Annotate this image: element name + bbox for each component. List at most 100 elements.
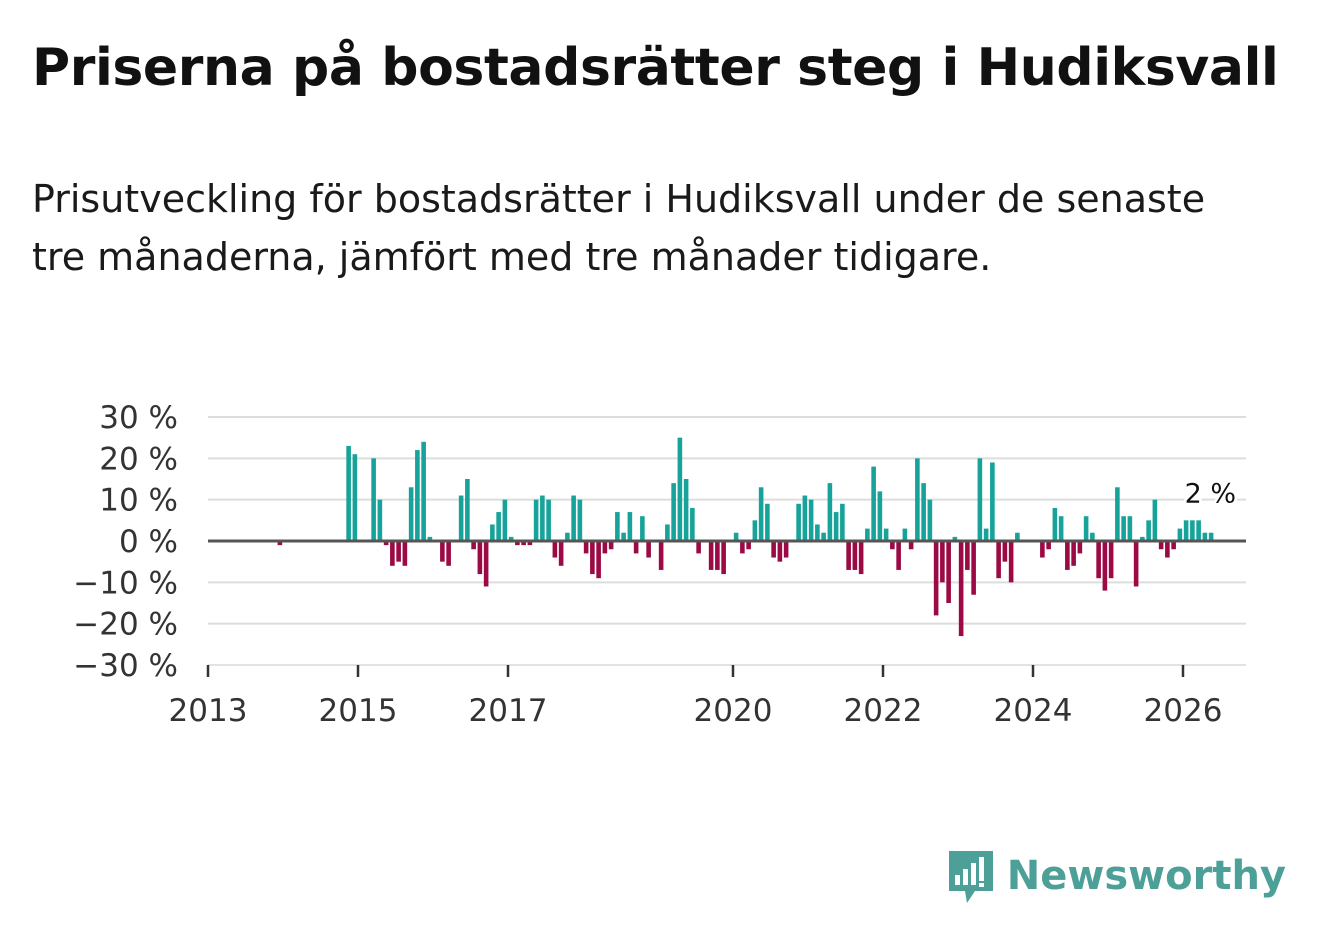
bar bbox=[921, 483, 926, 541]
bar bbox=[871, 466, 876, 541]
bar bbox=[858, 541, 864, 575]
bar bbox=[708, 541, 714, 570]
bar bbox=[483, 541, 489, 587]
bar bbox=[383, 541, 389, 546]
y-tick-label: 30 % bbox=[99, 400, 178, 436]
bar bbox=[690, 507, 695, 541]
bar bbox=[1071, 541, 1076, 566]
bar bbox=[633, 541, 639, 554]
bar bbox=[983, 528, 989, 541]
bar bbox=[533, 499, 539, 541]
bar bbox=[1196, 520, 1201, 541]
bar bbox=[477, 541, 483, 575]
bar bbox=[815, 524, 820, 541]
bar bbox=[877, 491, 883, 541]
bar bbox=[1083, 516, 1089, 541]
y-tick-label: −30 % bbox=[73, 648, 178, 684]
bar bbox=[1183, 520, 1189, 541]
bar bbox=[471, 541, 476, 550]
bar bbox=[577, 499, 583, 541]
bar bbox=[521, 541, 526, 546]
bar bbox=[971, 541, 976, 595]
bar bbox=[390, 541, 395, 566]
x-tick-label: 2026 bbox=[1144, 693, 1223, 729]
bar bbox=[1108, 541, 1114, 579]
bar bbox=[515, 541, 520, 546]
bar bbox=[621, 532, 626, 541]
bar bbox=[1002, 541, 1008, 562]
newsworthy-brand[interactable]: Newsworthy bbox=[945, 847, 1286, 905]
bar bbox=[1090, 532, 1095, 541]
bar bbox=[402, 541, 408, 566]
bar bbox=[590, 541, 595, 575]
bar bbox=[352, 454, 358, 541]
bar bbox=[908, 541, 914, 550]
bar bbox=[927, 499, 933, 541]
bar bbox=[840, 503, 845, 541]
x-tick-label: 2013 bbox=[169, 693, 248, 729]
bar bbox=[933, 541, 939, 616]
y-tick-label: −20 % bbox=[73, 607, 178, 643]
bar bbox=[946, 541, 951, 603]
bar bbox=[583, 541, 589, 554]
bar bbox=[808, 499, 814, 541]
bar bbox=[615, 512, 620, 541]
bar bbox=[496, 512, 501, 541]
bar bbox=[783, 541, 789, 558]
bar bbox=[552, 541, 558, 558]
bar bbox=[940, 541, 945, 583]
bar bbox=[527, 541, 533, 546]
bar bbox=[765, 503, 770, 541]
bar bbox=[915, 458, 920, 541]
bar bbox=[683, 479, 689, 541]
bar bbox=[658, 541, 664, 570]
bar bbox=[1127, 516, 1133, 541]
bar bbox=[558, 541, 564, 566]
x-tick-label: 2015 bbox=[319, 693, 398, 729]
bar bbox=[665, 524, 670, 541]
bar bbox=[777, 541, 783, 562]
bar bbox=[865, 528, 870, 541]
bar bbox=[771, 541, 776, 558]
bar bbox=[1177, 528, 1183, 541]
x-tick-label: 2017 bbox=[469, 693, 548, 729]
bar bbox=[1121, 516, 1126, 541]
bar bbox=[1046, 541, 1051, 550]
bar bbox=[1008, 541, 1014, 583]
bar bbox=[1058, 516, 1064, 541]
bar bbox=[677, 437, 683, 541]
bar bbox=[490, 524, 495, 541]
bar bbox=[640, 516, 645, 541]
bar bbox=[740, 541, 745, 554]
bar bbox=[796, 503, 801, 541]
brand-name: Newsworthy bbox=[1006, 853, 1286, 899]
bar bbox=[996, 541, 1001, 579]
bar bbox=[1040, 541, 1045, 558]
bar bbox=[596, 541, 601, 579]
bar bbox=[565, 532, 570, 541]
bar bbox=[540, 495, 545, 541]
bar bbox=[1146, 520, 1151, 541]
bar bbox=[377, 499, 383, 541]
bar bbox=[890, 541, 895, 550]
bar bbox=[571, 495, 576, 541]
bar bbox=[1202, 532, 1208, 541]
bar bbox=[1140, 536, 1145, 541]
chart-title: Priserna på bostadsrätter steg i Hudiksv… bbox=[32, 38, 1279, 98]
x-tick-label: 2020 bbox=[694, 693, 773, 729]
bars bbox=[277, 437, 1214, 637]
bar bbox=[1190, 520, 1195, 541]
bar bbox=[465, 479, 470, 541]
bar bbox=[696, 541, 701, 554]
bar bbox=[627, 512, 633, 541]
bar bbox=[752, 520, 758, 541]
bar bbox=[502, 499, 508, 541]
bar bbox=[427, 536, 433, 541]
bar bbox=[277, 541, 283, 546]
bar bbox=[952, 536, 958, 541]
bar bbox=[1165, 541, 1170, 558]
y-tick-label: 20 % bbox=[99, 441, 178, 477]
bar bbox=[508, 536, 514, 541]
bar bbox=[721, 541, 726, 575]
x-tick-label: 2024 bbox=[994, 693, 1073, 729]
